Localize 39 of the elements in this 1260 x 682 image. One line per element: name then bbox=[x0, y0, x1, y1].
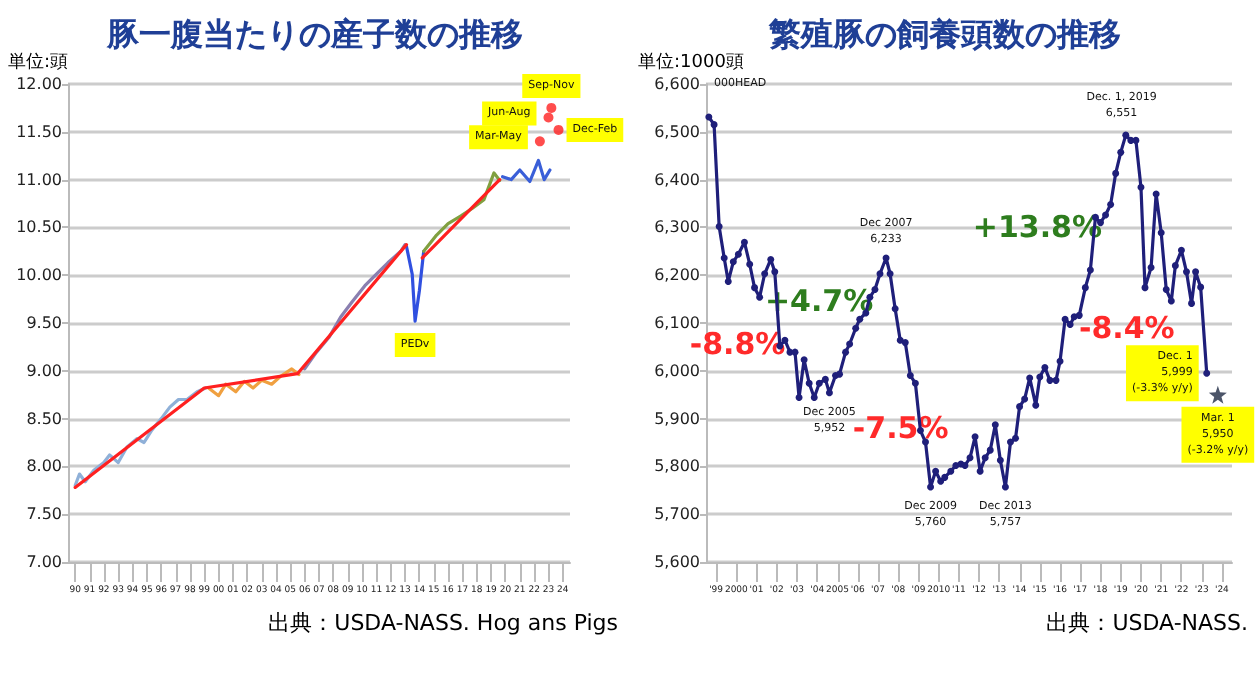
y-tick-label: 5,600 bbox=[654, 553, 700, 571]
y-axis-title: 単位:頭 bbox=[8, 51, 69, 73]
y-tick-label: 8.50 bbox=[26, 409, 62, 428]
y-tick-label: 6,000 bbox=[654, 361, 700, 380]
source-note: 出典：USDA-NASS. Hog ans Pigs bbox=[268, 610, 619, 636]
point bbox=[543, 112, 554, 123]
line-series bbox=[422, 171, 502, 253]
point bbox=[534, 136, 545, 147]
line-series bbox=[206, 367, 301, 398]
y-tick-label: 6,200 bbox=[654, 266, 700, 285]
line-series bbox=[404, 244, 426, 323]
y-tick-label: 10.00 bbox=[16, 266, 62, 285]
y-tick-label: 6,600 bbox=[654, 75, 700, 93]
y-tick-label: 9.50 bbox=[26, 314, 62, 332]
annotation: -8.4% bbox=[1078, 309, 1175, 346]
y-tick-label: 7.00 bbox=[26, 553, 62, 571]
source-note: 出典：USDA-NASS. bbox=[1046, 610, 1249, 636]
y-tick-label: 5,700 bbox=[654, 505, 700, 524]
y-tick-label: 11.50 bbox=[16, 122, 62, 141]
chart-title: 豚一腹当たりの産子数の推移 bbox=[105, 15, 523, 53]
point bbox=[546, 102, 557, 113]
y-tick-label: 6,400 bbox=[654, 170, 700, 189]
y-tick-label: 8.00 bbox=[26, 457, 62, 476]
y-tick-label: 12.00 bbox=[16, 75, 62, 93]
line-series bbox=[500, 158, 552, 184]
y-tick-label: 6,100 bbox=[654, 314, 700, 332]
point bbox=[553, 124, 564, 135]
line-series bbox=[73, 386, 208, 488]
y-tick-label: 9.00 bbox=[26, 361, 62, 380]
y-tick-label: 6,500 bbox=[654, 122, 700, 141]
y-tick-label: 10.50 bbox=[16, 218, 62, 237]
y-tick-label: 6,300 bbox=[654, 218, 700, 237]
y-tick-label: 11.00 bbox=[16, 170, 62, 189]
annotation: -8.8% bbox=[689, 326, 786, 363]
chart-title: 繁殖豚の飼養頭数の推移 bbox=[767, 15, 1121, 53]
y-tick-label: 5,900 bbox=[654, 409, 700, 428]
y-axis-title: 単位:1000頭 bbox=[638, 51, 744, 73]
y-tick-label: 5,800 bbox=[654, 457, 700, 476]
y-tick-label: 7.50 bbox=[26, 505, 62, 524]
